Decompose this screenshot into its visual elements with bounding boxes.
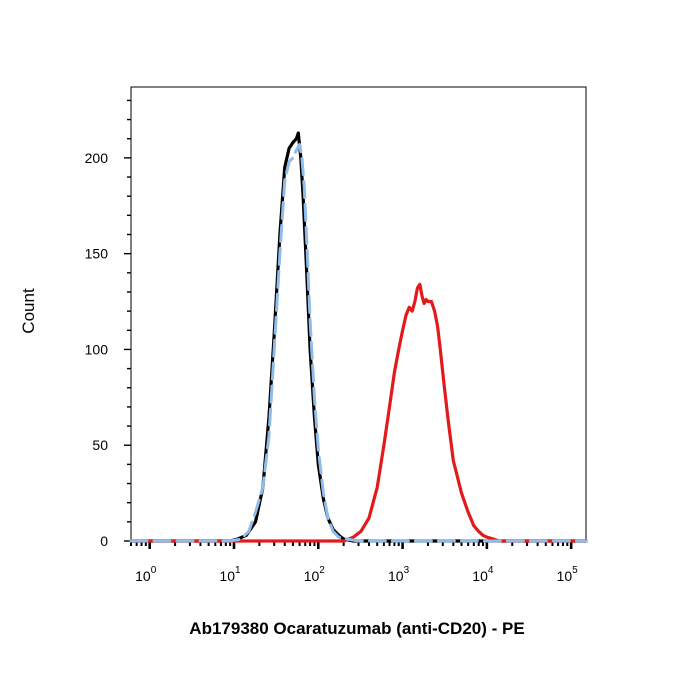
y-axis: 0 50 100 150 200 xyxy=(85,99,131,549)
y-tick-label: 100 xyxy=(85,341,109,357)
x-tick-base: 10 xyxy=(388,568,404,584)
series-group xyxy=(129,131,588,543)
x-tick-label: 103 xyxy=(388,565,410,584)
x-tick-label: 102 xyxy=(304,565,326,584)
x-tick-base: 10 xyxy=(472,568,488,584)
x-tick-exponent: 4 xyxy=(488,565,494,576)
x-tick-label: 104 xyxy=(472,565,494,584)
x-tick-base: 10 xyxy=(135,568,151,584)
y-tick-label: 0 xyxy=(100,533,108,549)
x-tick-base: 10 xyxy=(304,568,320,584)
y-tick-label: 200 xyxy=(85,150,109,166)
x-tick-label: 101 xyxy=(219,565,241,584)
plot-frame xyxy=(130,86,587,542)
x-tick-label: 105 xyxy=(557,565,579,584)
y-tick-label: 50 xyxy=(92,437,108,453)
y-axis-title: Count xyxy=(19,288,38,334)
x-tick-exponent: 2 xyxy=(319,565,325,576)
x-axis-title: Ab179380 Ocaratuzumab (anti-CD20) - PE xyxy=(189,619,524,638)
x-tick-label: 100 xyxy=(135,565,157,584)
x-tick-base: 10 xyxy=(557,568,573,584)
x-tick-base: 10 xyxy=(219,568,235,584)
x-tick-exponent: 0 xyxy=(151,565,157,576)
x-tick-exponent: 3 xyxy=(404,565,410,576)
x-tick-exponent: 1 xyxy=(235,565,241,576)
series-line-2 xyxy=(129,143,588,543)
x-axis: 100 101 102 103 104 105 xyxy=(130,541,579,584)
series-line-3 xyxy=(129,282,588,543)
y-tick-label: 150 xyxy=(85,246,109,262)
series-line-1 xyxy=(129,131,588,543)
x-tick-exponent: 5 xyxy=(572,565,578,576)
